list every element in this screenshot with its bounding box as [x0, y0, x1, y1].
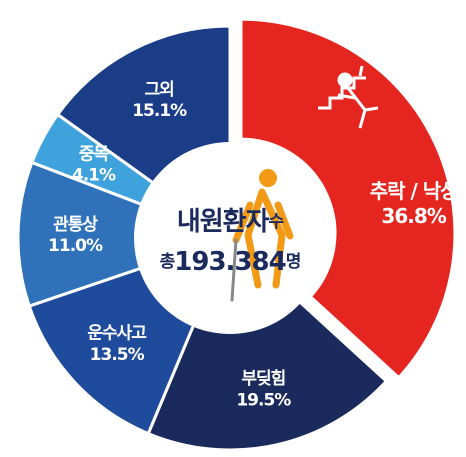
slice-value-label: 36.8% [381, 204, 446, 228]
slice-label: 부딪힘 [241, 368, 285, 389]
center-title-main: 내원환자 [177, 207, 270, 237]
center-total-value: 193.384 [174, 247, 285, 277]
center-total-suffix: 명 [286, 252, 301, 272]
slice-label: 중독 [79, 144, 110, 164]
slice-value-label: 15.1% [132, 101, 187, 121]
center-title-suffix: 수 [269, 212, 285, 232]
slice-label: 추락 / 낙상 [370, 179, 459, 203]
slice-label: 운수사고 [87, 324, 147, 344]
slice-label: 관통상 [53, 215, 98, 235]
fall-icon [318, 65, 379, 129]
slice-value-label: 4.1% [72, 166, 116, 186]
slice-label: 그외 [145, 80, 174, 100]
donut-hole [134, 142, 326, 334]
center-total: 총193.384명 [160, 247, 301, 277]
person-icon [230, 169, 294, 302]
slice-value-label: 11.0% [48, 236, 103, 256]
slice [239, 17, 457, 380]
slice-value-label: 13.5% [90, 345, 145, 365]
center-title: 내원환자수 [177, 207, 285, 237]
center-total-prefix: 총 [160, 252, 176, 272]
slice-value-label: 19.5% [236, 390, 291, 410]
slices [16, 17, 457, 452]
